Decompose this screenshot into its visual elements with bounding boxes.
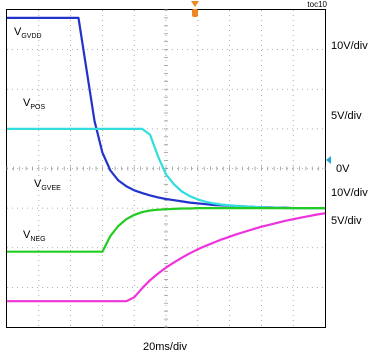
series-label-vneg: VNEG — [23, 229, 46, 243]
timebase-label: 20ms/div — [142, 341, 188, 353]
series-label-vpos: VPOS — [23, 97, 46, 111]
zero-volt-label: 0V — [336, 163, 350, 175]
scale-label-vgvee: 10V/div — [331, 187, 368, 199]
ground-marker-icon — [326, 156, 331, 164]
trace-vneg — [7, 212, 326, 303]
trace-vgvee — [7, 207, 325, 253]
trigger-marker-icon — [192, 9, 198, 17]
scale-label-vneg: 5V/div — [331, 215, 362, 227]
figure-id: toc10 — [307, 0, 327, 9]
series-label-vgvdd: VGVDD — [14, 26, 42, 40]
scale-label-vgvdd: 10V/div — [331, 40, 368, 52]
series-label-vgvee: VGVEE — [34, 178, 61, 192]
scale-label-vpos: 5V/div — [331, 110, 362, 122]
trigger-marker-icon — [191, 1, 199, 7]
